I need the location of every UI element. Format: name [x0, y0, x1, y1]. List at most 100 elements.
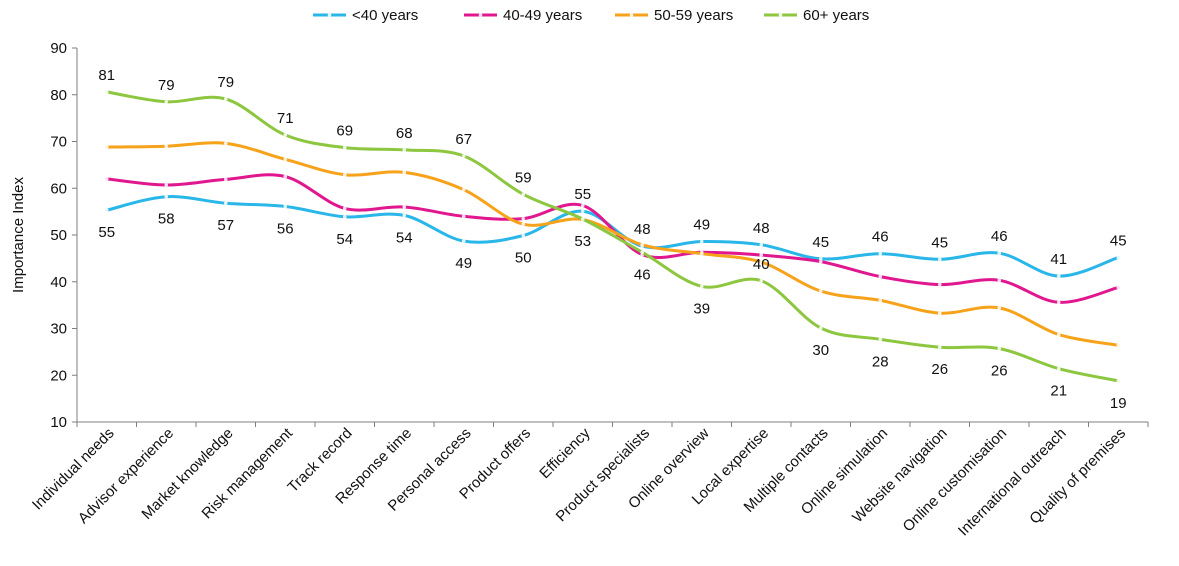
y-tick-label: 90 — [50, 40, 67, 57]
data-point-60-years-quality-of-premises — [1116, 379, 1121, 383]
data-label-60-years-local-expertise: 40 — [753, 256, 770, 273]
data-point-50-59-years-international-outreach — [1056, 332, 1061, 337]
data-point-60-years-online-customisation — [997, 346, 1002, 351]
data-label-40-years-efficiency: 55 — [574, 186, 591, 203]
data-point-40-years-website-navigation — [937, 257, 942, 262]
data-point-40-49-years-multiple-contacts — [818, 259, 823, 264]
data-label-60-years-online-simulation: 28 — [872, 353, 889, 370]
data-point-40-49-years-response-time — [402, 205, 407, 209]
data-label-60-years-individual-needs: 81 — [98, 67, 115, 84]
y-tick-label: 10 — [50, 414, 67, 431]
data-label-40-years-product-specialists: 48 — [634, 221, 651, 238]
data-point-50-59-years-product-offers — [521, 222, 526, 227]
data-label-40-years-online-simulation: 46 — [872, 229, 889, 246]
data-point-50-59-years-personal-access — [461, 187, 466, 192]
data-label-40-years-track-record: 54 — [336, 231, 353, 248]
x-tick-label-international-outreach: International outreach — [955, 425, 1070, 540]
data-point-60-years-track-record — [342, 145, 347, 150]
data-point-40-49-years-international-outreach — [1056, 300, 1061, 305]
data-point-40-49-years-product-offers — [521, 216, 526, 221]
data-point-60-years-international-outreach — [1056, 366, 1061, 371]
legend-marker-40-years — [327, 13, 332, 17]
data-point-50-59-years-risk-management — [283, 157, 288, 162]
data-point-40-years-track-record — [342, 214, 347, 219]
legend-label-50-59-years: 50-59 years — [654, 7, 733, 24]
data-point-40-49-years-market-knowledge — [223, 177, 228, 182]
data-point-40-years-online-simulation — [878, 251, 883, 256]
data-point-40-49-years-track-record — [342, 206, 347, 211]
data-label-60-years-quality-of-premises: 19 — [1110, 395, 1127, 412]
data-label-60-years-product-offers: 59 — [515, 169, 532, 186]
data-point-60-years-advisor-experience — [164, 99, 169, 104]
data-point-50-59-years-quality-of-premises — [1116, 343, 1121, 348]
data-label-40-years-product-offers: 50 — [515, 249, 532, 266]
y-tick-label: 50 — [50, 227, 67, 244]
data-point-50-59-years-individual-needs — [104, 145, 109, 149]
y-tick-label: 80 — [50, 87, 67, 104]
data-point-50-59-years-local-expertise — [759, 260, 764, 264]
x-tick-label-efficiency: Efficiency — [536, 424, 594, 482]
data-point-40-49-years-online-simulation — [878, 274, 883, 279]
data-point-40-years-multiple-contacts — [818, 257, 823, 261]
data-point-40-49-years-personal-access — [461, 214, 466, 219]
data-point-40-49-years-efficiency — [580, 203, 585, 208]
data-label-60-years-online-customisation: 26 — [991, 363, 1008, 380]
data-label-60-years-response-time: 68 — [396, 125, 413, 142]
data-label-40-years-website-navigation: 45 — [931, 234, 948, 251]
data-point-40-years-product-offers — [521, 233, 526, 238]
data-point-50-59-years-online-overview — [699, 251, 704, 256]
data-point-50-59-years-online-customisation — [997, 306, 1002, 310]
series-line-50-59-years — [105, 141, 1120, 347]
data-label-40-years-online-customisation: 46 — [991, 228, 1008, 245]
data-point-60-years-efficiency — [580, 217, 585, 221]
data-label-60-years-online-overview: 39 — [693, 300, 710, 317]
data-point-50-59-years-online-simulation — [878, 298, 883, 303]
data-label-40-years-local-expertise: 48 — [753, 220, 770, 237]
data-point-60-years-online-overview — [699, 284, 704, 289]
series-line-40-49-years — [105, 173, 1120, 304]
y-axis-title: Importance Index — [10, 177, 27, 293]
data-point-60-years-multiple-contacts — [818, 326, 823, 330]
legend-label-40-49-years: 40-49 years — [503, 7, 582, 24]
y-tick-label: 60 — [50, 180, 67, 197]
data-label-60-years-market-knowledge: 79 — [217, 74, 234, 91]
data-point-40-49-years-quality-of-premises — [1116, 285, 1121, 290]
data-point-40-years-personal-access — [461, 239, 466, 243]
data-point-60-years-local-expertise — [759, 279, 764, 283]
y-tick-label: 20 — [50, 367, 67, 384]
data-point-40-years-efficiency — [580, 209, 585, 213]
data-point-40-years-online-overview — [699, 239, 704, 244]
data-label-60-years-product-specialists: 46 — [634, 266, 651, 283]
data-point-60-years-personal-access — [461, 154, 466, 158]
data-point-40-49-years-online-customisation — [997, 278, 1002, 283]
legend-label-40-years: <40 years — [352, 7, 418, 24]
data-label-40-years-advisor-experience: 58 — [158, 211, 175, 228]
legend-marker-50-59-years — [629, 13, 634, 17]
data-point-40-years-quality-of-premises — [1116, 255, 1121, 260]
data-point-40-49-years-individual-needs — [104, 177, 109, 181]
data-point-60-years-risk-management — [283, 133, 288, 137]
data-point-40-49-years-risk-management — [283, 174, 288, 179]
data-point-40-years-advisor-experience — [164, 194, 169, 199]
data-point-60-years-market-knowledge — [223, 97, 228, 101]
data-label-60-years-multiple-contacts: 30 — [812, 342, 829, 359]
data-point-40-years-response-time — [402, 213, 407, 218]
data-label-60-years-risk-management: 71 — [277, 110, 294, 127]
data-point-50-59-years-product-specialists — [640, 243, 645, 247]
data-point-60-years-product-offers — [521, 192, 526, 197]
data-point-60-years-product-specialists — [640, 250, 645, 255]
data-point-40-years-online-customisation — [997, 251, 1002, 256]
data-label-40-years-response-time: 54 — [396, 229, 413, 246]
data-label-60-years-international-outreach: 21 — [1050, 383, 1067, 400]
legend-marker-40-49-years — [478, 13, 483, 17]
data-point-50-59-years-track-record — [342, 172, 347, 177]
data-point-60-years-website-navigation — [937, 345, 942, 350]
data-point-40-years-risk-management — [283, 204, 288, 209]
y-tick-label: 40 — [50, 274, 67, 291]
data-point-50-59-years-advisor-experience — [164, 144, 169, 148]
data-label-40-years-individual-needs: 55 — [98, 224, 115, 241]
data-point-40-years-local-expertise — [759, 243, 764, 247]
data-label-40-years-quality-of-premises: 45 — [1110, 232, 1127, 249]
